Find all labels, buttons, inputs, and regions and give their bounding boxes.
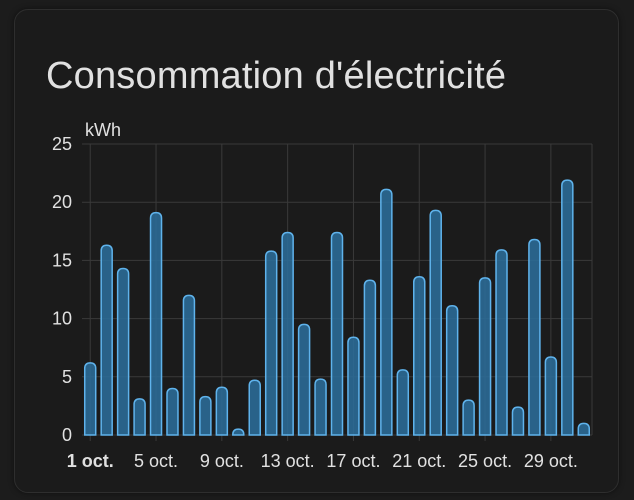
- bar: [445, 305, 459, 436]
- x-tick-label: 25 oct.: [458, 451, 512, 471]
- bar: [462, 399, 475, 436]
- bar: [511, 406, 525, 436]
- bar: [495, 249, 508, 436]
- bar: [232, 428, 245, 436]
- x-tick-label: 21 oct.: [392, 451, 446, 471]
- bar: [215, 386, 229, 436]
- bar: [561, 179, 574, 436]
- x-tick-label: 13 oct.: [261, 451, 315, 471]
- x-tick-label: 5 oct.: [134, 451, 178, 471]
- bar: [248, 379, 261, 436]
- electricity-bar-chart: 0 5 10 15 20 25 kWh 1 oct. 5 oct. 9 oct. 13 oct. 17…: [52, 120, 593, 471]
- y-tick-label: 25: [52, 134, 72, 154]
- bar: [528, 238, 541, 436]
- y-tick-label: 5: [62, 367, 72, 387]
- bar: [396, 369, 410, 436]
- x-tick-label: 1 oct.: [67, 451, 114, 471]
- bar: [544, 356, 558, 436]
- bar: [133, 398, 146, 436]
- y-tick-label: 10: [52, 309, 72, 329]
- x-tick-label: 17 oct.: [326, 451, 380, 471]
- bar: [182, 294, 196, 436]
- bar: [264, 250, 278, 436]
- bar: [281, 231, 294, 436]
- bar: [314, 378, 327, 436]
- bar: [166, 387, 179, 436]
- x-tick-label: 29 oct.: [524, 451, 578, 471]
- x-tick-label: 9 oct.: [200, 451, 244, 471]
- bar: [347, 336, 360, 436]
- y-axis-unit: kWh: [85, 120, 121, 140]
- bar: [363, 279, 377, 436]
- bar: [149, 211, 163, 436]
- card-title: Consommation d'électricité: [46, 55, 507, 97]
- bar: [577, 422, 591, 436]
- bar: [116, 267, 130, 436]
- bar: [413, 275, 426, 436]
- bar: [83, 362, 97, 436]
- bar: [478, 277, 492, 436]
- y-tick-label: 0: [62, 425, 72, 445]
- bar: [199, 395, 212, 436]
- bar: [297, 323, 311, 436]
- bar: [380, 188, 393, 436]
- bar: [100, 244, 113, 436]
- bar: [330, 231, 344, 436]
- bar: [429, 209, 442, 436]
- energy-card: Consommation d'électricité 0 5 10 15 20 25 kWh…: [14, 9, 619, 493]
- y-tick-label: 20: [52, 192, 72, 212]
- y-tick-label: 15: [52, 250, 72, 270]
